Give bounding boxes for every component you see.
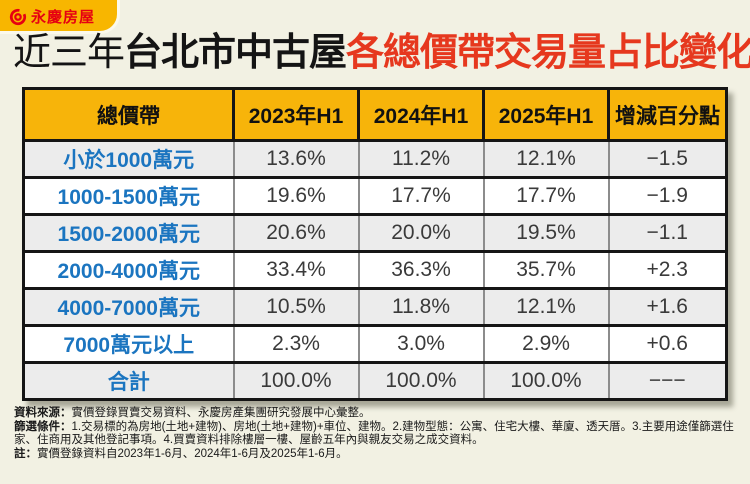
cell-value: 20.6%: [232, 213, 359, 252]
footnote-criteria: 篩選條件：1.交易標的為房地(土地+建物)、房地(土地+建物)+車位、建物。2.…: [14, 421, 738, 448]
col-header-2024h1: 2024年H1: [357, 88, 484, 141]
table-header: 總價帶 2023年H1 2024年H1 2025年H1 增減百分點: [23, 88, 727, 141]
table-row: 7000萬元以上 2.3% 3.0% 2.9% +0.6: [23, 324, 727, 363]
header-row: 總價帶 2023年H1 2024年H1 2025年H1 增減百分點: [23, 88, 727, 141]
table-row: 1000-1500萬元 19.6% 17.7% 17.7% −1.9: [23, 176, 727, 215]
footnotes: 資料來源：實價登錄買賣交易資料、永慶房產集團研究發展中心彙整。 篩選條件：1.交…: [14, 407, 738, 461]
cell-value: −1.9: [607, 176, 727, 215]
cell-value: 13.6%: [232, 139, 359, 178]
cell-value: 2.9%: [482, 324, 609, 363]
cell-value: 11.8%: [357, 287, 484, 326]
cell-value: 100.0%: [357, 361, 484, 400]
footnote-criteria-label: 篩選條件：: [14, 420, 72, 433]
cell-value: 10.5%: [232, 287, 359, 326]
footnote-source-text: 實價登錄買賣交易資料、永慶房產集團研究發展中心彙整。: [71, 407, 371, 419]
footnote-source-label: 資料來源：: [14, 407, 72, 419]
footnote-note: 註：實價登錄資料自2023年1-6月、2024年1-6月及2025年1-6月。: [14, 448, 738, 462]
footnote-note-label: 註：: [14, 447, 37, 460]
title-part-light: 近三年: [13, 32, 125, 74]
cell-value: 2.3%: [232, 324, 359, 363]
table-row: 4000-7000萬元 10.5% 11.8% 12.1% +1.6: [23, 287, 727, 326]
cell-value: 100.0%: [232, 361, 359, 400]
col-header-price-band: 總價帶: [23, 88, 234, 141]
table-body: 小於1000萬元 13.6% 11.2% 12.1% −1.5 1000-150…: [23, 139, 727, 400]
cell-value: 20.0%: [357, 213, 484, 252]
row-label: 合計: [23, 361, 234, 400]
cell-value: −1.1: [607, 213, 727, 252]
table-row: 1500-2000萬元 20.6% 20.0% 19.5% −1.1: [23, 213, 727, 252]
footnote-note-text: 實價登錄資料自2023年1-6月、2024年1-6月及2025年1-6月。: [37, 447, 348, 460]
row-label: 1500-2000萬元: [23, 213, 234, 252]
cell-value: +1.6: [607, 287, 727, 326]
title-part-red: 各總價帶交易量占比變化: [346, 32, 750, 74]
yungching-ring-icon: [9, 8, 27, 26]
table-row-total: 合計 100.0% 100.0% 100.0% −−−: [23, 361, 727, 400]
brand-name: 永慶房屋: [31, 9, 96, 26]
footnote-source: 資料來源：實價登錄買賣交易資料、永慶房產集團研究發展中心彙整。: [14, 407, 738, 421]
cell-value: 19.5%: [482, 213, 609, 252]
title-part-bold: 台北市中古屋: [124, 32, 347, 74]
page-title: 近三年台北市中古屋各總價帶交易量占比變化: [13, 32, 750, 75]
row-label: 2000-4000萬元: [23, 250, 234, 289]
cell-value: 36.3%: [357, 250, 484, 289]
cell-value: −−−: [607, 361, 727, 400]
cell-value: 3.0%: [357, 324, 484, 363]
col-header-change: 增減百分點: [607, 88, 727, 141]
cell-value: 35.7%: [482, 250, 609, 289]
col-header-2025h1: 2025年H1: [482, 88, 609, 141]
cell-value: 12.1%: [482, 287, 609, 326]
cell-value: 17.7%: [482, 176, 609, 215]
row-label: 4000-7000萬元: [23, 287, 234, 326]
row-label: 1000-1500萬元: [23, 176, 234, 215]
col-header-2023h1: 2023年H1: [232, 88, 359, 141]
cell-value: 12.1%: [482, 139, 609, 178]
cell-value: +2.3: [607, 250, 727, 289]
cell-value: +0.6: [607, 324, 727, 363]
cell-value: −1.5: [607, 139, 727, 178]
row-label: 7000萬元以上: [23, 324, 234, 363]
table-row: 2000-4000萬元 33.4% 36.3% 35.7% +2.3: [23, 250, 727, 289]
cell-value: 33.4%: [232, 250, 359, 289]
price-band-table: 總價帶 2023年H1 2024年H1 2025年H1 增減百分點 小於1000…: [22, 87, 728, 401]
cell-value: 17.7%: [357, 176, 484, 215]
cell-value: 11.2%: [357, 139, 484, 178]
cell-value: 100.0%: [482, 361, 609, 400]
footnote-criteria-text: 1.交易標的為房地(土地+建物)、房地(土地+建物)+車位、建物。2.建物型態：…: [14, 420, 734, 447]
row-label: 小於1000萬元: [23, 139, 234, 178]
table-row: 小於1000萬元 13.6% 11.2% 12.1% −1.5: [23, 139, 727, 178]
cell-value: 19.6%: [232, 176, 359, 215]
brand-badge: 永慶房屋: [0, 0, 120, 34]
